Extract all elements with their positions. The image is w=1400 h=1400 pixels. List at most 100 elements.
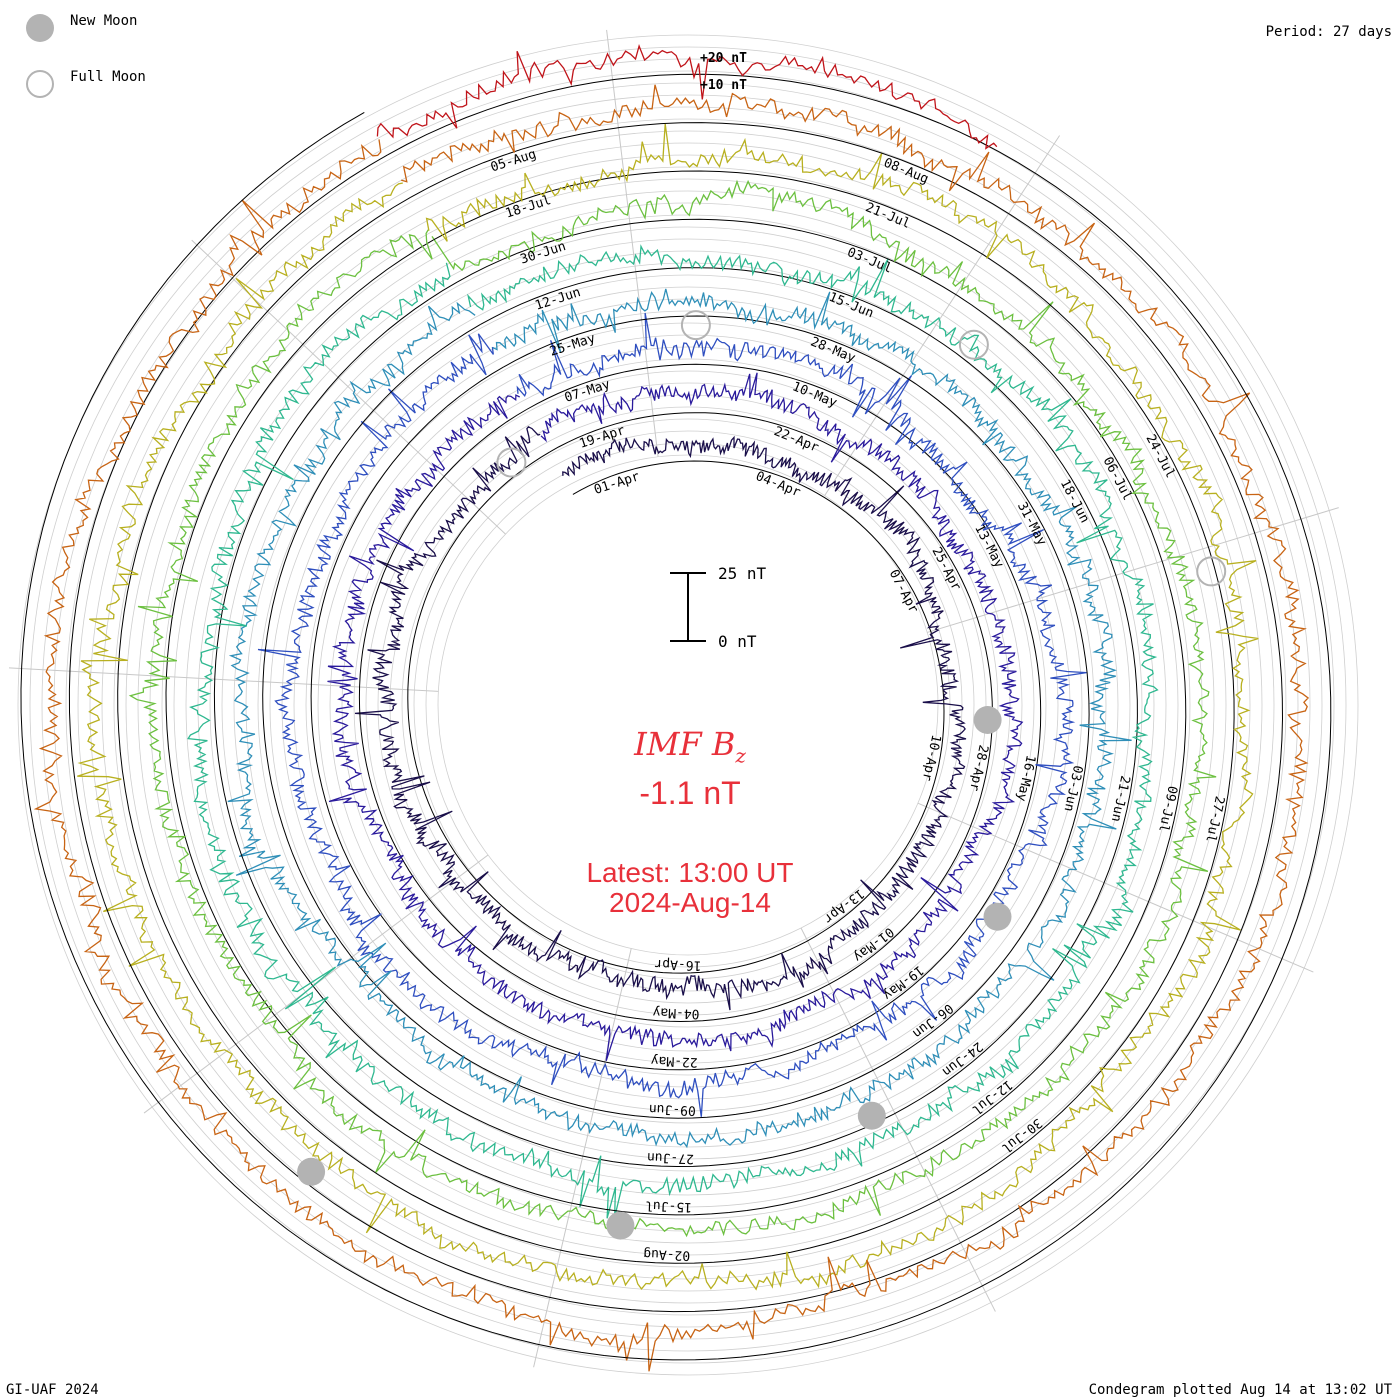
date-label: 16-Apr xyxy=(654,956,702,973)
latest-time-label: Latest: 13:00 UT xyxy=(586,857,794,888)
scale-bottom-label: 0 nT xyxy=(718,632,757,651)
grid-ring xyxy=(77,94,1299,1316)
date-label: 07-May xyxy=(563,377,612,406)
ref-label-10: +10 nT xyxy=(700,78,747,93)
scale-bar xyxy=(670,572,706,642)
zero-level-baseline xyxy=(117,170,1235,1264)
latest-time: Latest: 13:00 UT 2024-Aug-14 xyxy=(500,858,880,918)
grid-ring xyxy=(137,154,1239,1256)
day-spoke xyxy=(824,135,1061,496)
grid-ring xyxy=(281,298,1095,1112)
new-moon-marker xyxy=(297,1157,326,1186)
grid-rings xyxy=(17,34,1359,1376)
grid-ring xyxy=(209,226,1167,1184)
grid-ring xyxy=(125,142,1251,1268)
grid-ring xyxy=(173,190,1203,1220)
moon-markers xyxy=(297,310,1227,1240)
date-label: 22-May xyxy=(650,1052,698,1069)
grid-ring xyxy=(305,322,1071,1088)
zero-level-baseline xyxy=(20,73,1332,1361)
bz-trace-turn-9 xyxy=(376,43,998,150)
date-label: 22-Apr xyxy=(772,424,821,456)
chart-title-text: IMF B xyxy=(634,725,736,763)
full-moon-marker xyxy=(958,329,989,360)
date-label: 10-May xyxy=(790,379,839,411)
zero-level-baseline xyxy=(68,122,1284,1313)
date-label: 09-Jul xyxy=(1155,784,1180,833)
grid-ring xyxy=(389,406,987,1004)
date-label: 25-May xyxy=(548,331,597,360)
date-label: 08-Aug xyxy=(881,156,930,188)
reference-level-labels: +20 nT +10 nT xyxy=(700,51,747,93)
grid-ring xyxy=(65,82,1311,1328)
bz-trace-turn-3 xyxy=(257,312,1087,1117)
new-moon-marker xyxy=(857,1101,886,1130)
legend-full-moon: Full Moon xyxy=(26,69,146,98)
date-label: 27-Jun xyxy=(647,1149,695,1166)
grid-ring xyxy=(353,370,1023,1040)
chart-title: IMF Bz xyxy=(500,725,880,767)
date-label: 09-Jun xyxy=(649,1101,697,1118)
date-label: 13-May xyxy=(971,522,1006,571)
chart-title-subscript: z xyxy=(735,743,746,768)
grid-ring xyxy=(293,310,1083,1100)
grid-ring xyxy=(89,106,1287,1304)
credit-label: GI-UAF 2024 xyxy=(6,1382,99,1398)
grid-ring xyxy=(269,286,1107,1124)
full-moon-icon xyxy=(26,70,54,98)
bz-trace-turn-5 xyxy=(187,244,1159,1219)
grid-ring xyxy=(53,70,1323,1340)
grid-ring xyxy=(401,418,975,992)
grid-ring xyxy=(317,334,1059,1076)
grid-ring xyxy=(329,346,1047,1064)
bz-trace-turn-8 xyxy=(33,84,1310,1372)
day-spoke xyxy=(927,507,1339,633)
bz-trace-turn-4 xyxy=(227,288,1132,1149)
latest-date-label: 2024-Aug-14 xyxy=(609,887,771,918)
plotted-label: Condegram plotted Aug 14 at 13:02 UT xyxy=(1088,1382,1392,1398)
grid-ring xyxy=(365,382,1011,1028)
date-label: 04-May xyxy=(652,1004,700,1021)
grid-ring xyxy=(245,262,1131,1148)
date-label: 01-Apr xyxy=(592,469,641,498)
scale-top-label: 25 nT xyxy=(718,564,767,583)
new-moon-marker xyxy=(983,902,1012,931)
date-label: 12-Jul xyxy=(969,1077,1015,1118)
full-moon-marker xyxy=(496,447,527,478)
day-spoke xyxy=(606,29,659,457)
new-moon-label: New Moon xyxy=(70,13,138,29)
grid-ring xyxy=(17,34,1359,1376)
date-label: 12-Jun xyxy=(533,285,582,314)
period-label: Period: 27 days xyxy=(1265,24,1392,40)
date-label: 15-Jul xyxy=(645,1198,693,1215)
bz-trace-turn-6 xyxy=(128,179,1217,1238)
day-spoke xyxy=(191,239,506,535)
new-moon-icon xyxy=(26,14,54,42)
grid-ring xyxy=(341,358,1035,1052)
bz-trace-turn-2 xyxy=(327,372,1024,1061)
zero-level-baseline xyxy=(358,409,993,1023)
grid-ring xyxy=(41,58,1335,1352)
date-label: 02-Aug xyxy=(643,1246,691,1263)
grid-ring xyxy=(437,454,939,956)
bz-trace-turn-7 xyxy=(77,123,1259,1291)
grid-ring xyxy=(197,214,1179,1196)
date-label: 28-Apr xyxy=(966,743,991,792)
day-spoke xyxy=(917,802,1314,973)
grid-ring xyxy=(113,130,1263,1280)
new-moon-marker xyxy=(606,1211,635,1240)
bz-trace-turn-1 xyxy=(354,425,967,1011)
grid-ring xyxy=(221,238,1155,1172)
date-label: 04-Apr xyxy=(753,469,802,501)
zero-level-baseline xyxy=(213,267,1138,1168)
legend-new-moon: New Moon xyxy=(26,13,138,42)
grid-ring xyxy=(29,46,1347,1364)
full-moon-marker xyxy=(680,310,711,341)
grid-ring xyxy=(377,394,999,1016)
grid-ring xyxy=(233,250,1143,1160)
date-label: 21-Jul xyxy=(863,200,912,232)
day-spoke xyxy=(800,927,996,1312)
full-moon-marker xyxy=(1196,556,1227,587)
date-label: 25-Apr xyxy=(929,545,964,594)
